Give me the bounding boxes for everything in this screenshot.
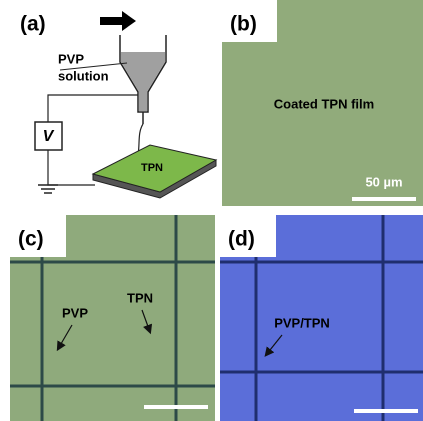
annotation: PVP bbox=[58, 51, 84, 66]
annotation: TPN bbox=[127, 290, 153, 305]
panel-label: (a) bbox=[20, 13, 46, 36]
panel-label: (d) bbox=[228, 228, 255, 251]
panel-d: (d) PVP/TPN bbox=[220, 215, 423, 421]
syringe-fill bbox=[121, 52, 165, 111]
annotation: V bbox=[43, 128, 55, 145]
panel-label: (c) bbox=[18, 228, 44, 251]
direction-arrow bbox=[100, 11, 136, 31]
wire bbox=[48, 150, 95, 185]
annotation: TPN bbox=[141, 162, 163, 174]
annotation: PVP/TPN bbox=[274, 315, 330, 330]
panel-c: (c) PVP TPN bbox=[10, 215, 215, 421]
annotation: Coated TPN film bbox=[274, 96, 374, 111]
figure: (a) PVP solution V TPN (b) Coated TPN fi… bbox=[0, 0, 423, 421]
scale-label: 50 µm bbox=[365, 174, 402, 189]
panel-b: (b) Coated TPN film 50 µm bbox=[222, 0, 423, 206]
panel-a: (a) PVP solution V TPN bbox=[20, 11, 216, 198]
panel-label: (b) bbox=[230, 13, 257, 36]
wire bbox=[48, 95, 138, 122]
annotation: solution bbox=[58, 68, 109, 83]
annotation: PVP bbox=[62, 305, 88, 320]
